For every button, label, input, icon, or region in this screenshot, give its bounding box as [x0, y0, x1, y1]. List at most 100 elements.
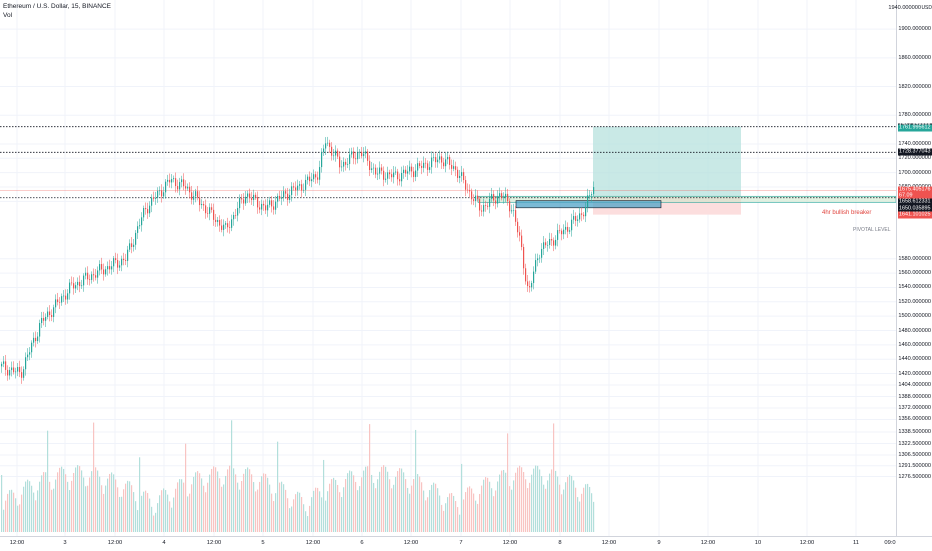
volume-bar [75, 467, 77, 532]
volume-bar [39, 481, 41, 532]
candle [119, 265, 121, 268]
candle [489, 198, 491, 207]
candle [45, 316, 47, 321]
volume-bar [365, 466, 367, 532]
volume-bar [525, 479, 527, 532]
candle [417, 163, 419, 171]
price-label: 1740.000000 [898, 140, 931, 147]
volume-bar [19, 504, 21, 532]
candle [575, 216, 577, 221]
candle [455, 166, 457, 170]
volume-bar [427, 497, 429, 532]
volume-bar [249, 469, 251, 532]
candle [103, 269, 105, 275]
price-label: 1338.500000 [898, 429, 931, 436]
price-chart[interactable] [0, 0, 896, 536]
volume-bar [331, 479, 333, 532]
candle [555, 239, 557, 246]
chart-area[interactable]: Ethereum / U.S. Dollar, 15, BINANCE Vol … [0, 0, 896, 536]
candle [349, 154, 351, 164]
candle [275, 201, 277, 210]
candle [211, 207, 213, 210]
candle [579, 213, 581, 220]
candle [383, 170, 385, 180]
volume-bar [575, 487, 577, 532]
candle [259, 207, 261, 210]
volume-bar [151, 506, 153, 532]
volume-bar [93, 422, 95, 532]
candle [425, 162, 427, 164]
candle [283, 191, 285, 198]
candle [289, 195, 291, 200]
candle [159, 190, 161, 192]
volume-bar [385, 466, 387, 532]
volume-bar [573, 480, 575, 532]
volume-bar [23, 486, 25, 532]
volume-bar [29, 481, 31, 532]
volume-bar [89, 477, 91, 532]
candle [49, 311, 51, 316]
candle [557, 230, 559, 240]
volume-bar [565, 482, 567, 532]
volume-bar [105, 485, 107, 532]
candle [433, 157, 435, 158]
volume-bar [447, 497, 449, 532]
currency-label[interactable]: USD [921, 5, 932, 11]
volume-bar [251, 474, 253, 532]
volume-bar [155, 512, 157, 532]
candle [85, 272, 87, 276]
candle [179, 182, 181, 190]
volume-bar [123, 489, 125, 532]
candle [465, 180, 467, 190]
volume-bar [415, 429, 417, 532]
candle [41, 317, 43, 324]
volume-bar [383, 465, 385, 532]
candle [503, 197, 505, 198]
candle [221, 225, 223, 230]
candle [223, 224, 225, 230]
volume-bar [587, 483, 589, 532]
time-label: 12:00 [700, 540, 716, 546]
candle [423, 162, 425, 168]
volume-bar [175, 488, 177, 532]
candle [115, 258, 117, 261]
volume-bar [473, 493, 475, 532]
candle [451, 164, 453, 169]
volume-bar [317, 487, 319, 532]
volume-bar [209, 474, 211, 532]
candle [127, 249, 129, 261]
candle [445, 159, 447, 167]
candle [37, 336, 39, 342]
candle [107, 266, 109, 270]
time-axis[interactable]: 12:00 3 12:00 4 12:00 5 12:00 6 12:00 7 12:00 8 12:0… [0, 536, 932, 551]
candle [165, 181, 167, 193]
candle [71, 282, 73, 284]
candle [233, 215, 235, 220]
time-label: 5 [261, 540, 265, 546]
volume-bar [211, 468, 213, 532]
price-scale[interactable]: 1940.000000 USD 1900.000000 1860.000000 18… [888, 0, 932, 536]
candle [265, 205, 267, 211]
candle [369, 160, 371, 171]
candle [131, 243, 133, 247]
volume-bar [551, 469, 553, 532]
volume-bar [539, 469, 541, 532]
candle [331, 146, 333, 156]
candle [551, 239, 553, 241]
candle [377, 173, 379, 175]
candle [401, 173, 403, 182]
time-label: 6 [360, 540, 364, 546]
candle [387, 172, 389, 179]
volume-bar [293, 499, 295, 532]
candle [357, 152, 359, 160]
volume-bar [517, 467, 519, 532]
candle [391, 174, 393, 178]
breaker-annotation: 4hr bullish breaker [822, 210, 872, 216]
price-tag: 67.09 [898, 192, 932, 200]
volume-indicator-label[interactable]: Vol [3, 12, 13, 19]
candle [499, 193, 501, 197]
volume-bar [375, 488, 377, 532]
volume-bar [11, 489, 13, 532]
volume-bar [213, 466, 215, 532]
candle [193, 196, 195, 200]
